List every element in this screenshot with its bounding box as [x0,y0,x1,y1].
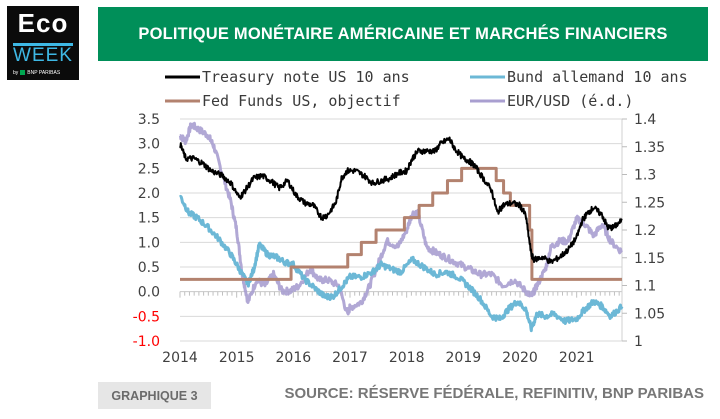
legend: Treasury note US 10 ans Bund allemand 10 … [165,68,688,110]
y-left-tick-label: 0.0 [138,285,160,301]
y-left-tick-label: 0.5 [138,260,160,276]
x-tick-label: 2020 [502,350,538,366]
y-right-tick-label: 1.1 [634,279,656,295]
bnp-square-icon [20,70,26,76]
logo-by: by [13,70,19,76]
y-left-tick-label: 1.0 [138,235,160,251]
y-left-tick-label: 3.5 [138,112,160,128]
y-left-tick-label: 1.5 [138,211,160,227]
y-left-tick-label: 2.5 [138,161,160,177]
y-right-tick-label: 1.2 [634,223,656,239]
y-right-tick-label: 1.35 [634,140,665,156]
y-left-tick-label: 2.0 [138,186,160,202]
x-tick-label: 2018 [389,350,425,366]
x-tick-label: 2021 [559,350,595,366]
x-tick-label: 2016 [276,350,312,366]
y-left-tick-label: -0.5 [133,309,160,325]
ecoweek-logo: Eco WEEK by BNP PARIBAS [7,6,79,80]
y-right-tick-label: 1.3 [634,168,656,184]
series-line-bund [178,194,624,333]
logo-byline: by BNP PARIBAS [13,70,60,76]
y-left-tick-label: -1.0 [133,334,160,350]
source-note: SOURCE: RÉSERVE FÉDÉRALE, REFINITIV, BNP… [284,385,704,402]
y-right-tick-label: 1.05 [634,306,665,322]
y-right-tick-label: 1.4 [634,112,656,128]
legend-label: EUR/USD (é.d.) [507,92,633,110]
x-tick-label: 2019 [446,350,482,366]
legend-label: Fed Funds US, objectif [202,92,401,110]
x-tick-label: 2014 [162,350,198,366]
y-right-tick-label: 1 [634,334,643,350]
legend-label: Treasury note US 10 ans [202,68,410,86]
series-group [178,121,624,333]
x-axis: 2014 2015 2016 2017 2018 2019 2020 2021 [162,350,594,366]
chart-title: POLITIQUE MONÉTAIRE AMÉRICAINE ET MARCHÉ… [98,7,708,61]
logo-brand: BNP PARIBAS [27,70,61,76]
y-axis-right: 1.4 1.35 1.3 1.25 1.2 1.15 1.1 1.05 1 [621,112,665,350]
series-line-fed-funds [180,166,622,281]
x-tick-label: 2015 [219,350,255,366]
x-tick-label: 2017 [332,350,368,366]
y-right-tick-label: 1.15 [634,251,665,267]
y-right-tick-label: 1.25 [634,195,665,211]
series-line-eurusd [178,121,623,316]
logo-eco-text: Eco [17,8,69,38]
logo-divider [13,43,73,46]
legend-label: Bund allemand 10 ans [507,68,688,86]
y-left-tick-label: 3.0 [138,137,160,153]
y-axis-left: 3.5 3.0 2.5 2.0 1.5 1.0 0.5 0.0 -0.5 -1.0 [133,112,160,350]
series-line-treasury [179,136,623,264]
logo-week-text: WEEK [13,45,73,66]
graphic-number-tag: GRAPHIQUE 3 [98,382,211,409]
